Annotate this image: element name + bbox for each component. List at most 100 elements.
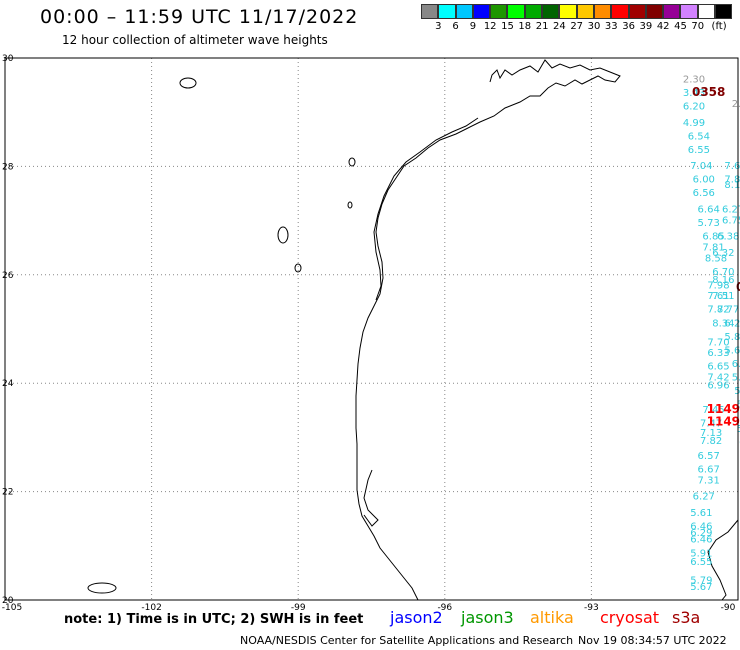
wave-height-label: 7.42 <box>707 372 729 383</box>
wave-height-label: 5.77 <box>732 372 740 383</box>
wave-height-label: 4.99 <box>683 118 705 129</box>
legend-label: 6 <box>452 21 459 32</box>
wave-height-label: 7.98 <box>707 280 729 291</box>
legend-swatch <box>455 4 473 19</box>
satellite-jason2: jason2 <box>390 608 443 627</box>
wave-height-label: 6.33 <box>707 348 729 359</box>
wave-height-label: 6.55 <box>690 557 712 568</box>
wave-height-label: 7.04 <box>690 161 712 172</box>
wave-height-label: 5.61 <box>690 508 712 519</box>
wave-height-label: 7.81 <box>702 242 724 253</box>
wave-height-label: 7.69 <box>724 161 740 172</box>
legend-swatch <box>438 4 456 19</box>
wave-height-label: 7.13 <box>700 428 722 439</box>
wave-height-label: 6.64 <box>698 204 720 215</box>
wave-height-label: 6.20 <box>683 101 705 112</box>
lat-tick-label: 26 <box>2 271 14 281</box>
wave-height-label: 6.79 <box>732 359 740 370</box>
wave-height-label: 6.96 <box>707 381 729 392</box>
map-subtitle: 12 hour collection of altimeter wave hei… <box>62 33 328 47</box>
wave-height-label: 6.27 <box>722 204 740 215</box>
wave-height-label: 6.54 <box>688 131 710 142</box>
map-title: 00:00 – 11:59 UTC 11/17/2022 <box>40 6 359 28</box>
wave-height-label: 8.34 <box>712 318 734 329</box>
yucatan-coast <box>707 519 739 601</box>
legend-label: 12 <box>483 21 497 32</box>
wave-height-label: 5.84 <box>724 332 740 343</box>
wave-height-label: 7.77 <box>717 305 739 316</box>
wave-height-label: 6.57 <box>698 451 720 462</box>
wave-height-label: 1149 <box>707 414 740 428</box>
legend-label: 27 <box>570 21 584 32</box>
wave-height-label: 6.75 <box>722 215 740 226</box>
wave-height-label: 6.85 <box>702 232 724 243</box>
legend-swatch <box>524 4 543 19</box>
legend-swatch <box>593 4 612 19</box>
legend-swatch <box>715 4 733 19</box>
legend-label: 70 <box>691 21 705 32</box>
wave-height-label: 7.61 <box>707 291 729 302</box>
inland-lake <box>179 77 197 89</box>
footnote: note: 1) Time is in UTC; 2) SWH is in fe… <box>64 612 364 627</box>
coastline <box>87 59 739 601</box>
legend-label: 24 <box>553 21 566 32</box>
legend-label: 18 <box>518 21 532 32</box>
lagoon-outline <box>363 469 379 527</box>
legend-swatch <box>542 4 560 19</box>
wave-height-label: 7.45 <box>702 405 724 416</box>
wave-height-label: 1149 <box>707 402 740 416</box>
wave-height-label: 7.82 <box>700 436 722 447</box>
wave-height-label: 3.43 <box>683 88 705 99</box>
legend-label: 3 <box>435 21 442 32</box>
legend-swatch <box>559 4 577 19</box>
wave-height-label: 7.31 <box>698 475 720 486</box>
wave-height-label: 7.85 <box>724 175 740 186</box>
wave-height-label: 5.66 <box>724 345 740 356</box>
lat-lon-grid <box>4 57 739 601</box>
lon-tick-label: -102 <box>141 603 161 613</box>
wave-height-label: 6.27 <box>693 492 715 503</box>
lon-tick-label: -105 <box>2 603 22 613</box>
wave-height-observations: 2.30 3.43 6.20 4.99 6.54 6.55 7.04 6.00 6.56 6.64… <box>683 74 740 593</box>
wave-height-label: 6.00 <box>693 175 715 186</box>
wave-height-label: 6.29 <box>690 528 712 539</box>
legend-label: (ft) <box>711 21 727 32</box>
wave-height-label: 5.91 <box>690 549 712 560</box>
lon-tick-label: -93 <box>584 603 599 613</box>
lat-tick-label: 28 <box>2 162 14 172</box>
legend-swatch <box>611 4 629 19</box>
legend-swatch <box>421 4 439 19</box>
wave-height-label: 2.83 <box>732 99 740 110</box>
satellite-cryosat: cryosat <box>600 608 660 627</box>
gulf-coastline <box>355 59 621 601</box>
lat-tick-label: 22 <box>2 488 13 498</box>
legend-label: 39 <box>639 21 653 32</box>
lon-tick-label: -96 <box>437 603 452 613</box>
legend-swatch <box>507 4 525 19</box>
legend-label: 30 <box>587 21 601 32</box>
wave-height-label: 7.47 <box>700 419 722 430</box>
wave-height-label: 0358 <box>692 85 725 99</box>
legend-label: 42 <box>656 21 670 32</box>
wave-height-label: 8.16 <box>712 275 734 286</box>
legend-label: 9 <box>469 21 477 32</box>
legend-swatch <box>472 4 491 19</box>
wave-height-label: 6.65 <box>707 362 729 373</box>
legend-swatch <box>576 4 594 19</box>
inland-lake <box>87 582 117 594</box>
wave-height-label: 6.56 <box>693 188 715 199</box>
wave-height-label: 6.32 <box>712 248 734 259</box>
satellite-jason3: jason3 <box>461 608 514 627</box>
legend-swatch <box>490 4 508 19</box>
lat-tick-label: 20 <box>2 596 14 606</box>
legend-label: 15 <box>501 21 514 32</box>
legend-swatch <box>663 4 681 19</box>
color-scale-labels: 3 6 9 12 15 18 21 24 27 30 33 36 39 42 45 70 (ft) <box>421 21 740 33</box>
lat-tick-label: 24 <box>2 379 14 389</box>
wave-height-label: 5.39 <box>734 386 740 397</box>
color-scale-legend <box>421 4 733 19</box>
legend-label: 33 <box>604 21 618 32</box>
lon-tick-label: -90 <box>721 603 736 613</box>
legend-label: 36 <box>622 21 635 32</box>
